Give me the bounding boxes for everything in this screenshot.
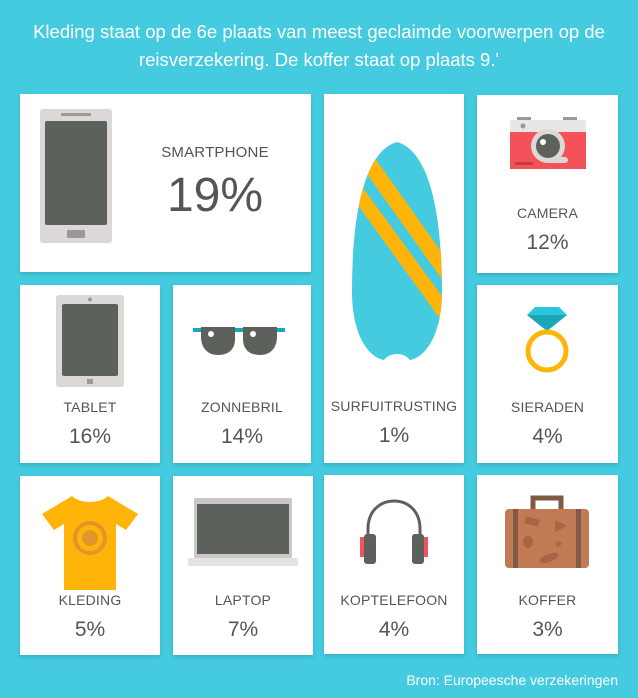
item-percent: 3% — [532, 618, 563, 641]
card-tablet: TABLET 16% — [20, 285, 160, 463]
tshirt-icon — [42, 496, 138, 590]
ring-icon — [525, 307, 569, 373]
item-percent: 5% — [74, 618, 106, 641]
item-percent: 19% — [166, 169, 264, 222]
item-label: SIERADEN — [510, 399, 585, 415]
item-percent: 4% — [532, 425, 563, 448]
item-label: ZONNEBRIL — [201, 399, 283, 415]
item-percent: 14% — [220, 425, 264, 448]
item-percent: 1% — [378, 424, 410, 447]
item-label: KLEDING — [58, 592, 122, 608]
card-surfuitrusting: SURFUITRUSTING 1% — [324, 94, 464, 463]
surfboard-icon — [352, 142, 442, 360]
item-label: CAMERA — [516, 205, 579, 221]
item-percent: 12% — [526, 231, 569, 254]
card-sieraden: SIERADEN 4% — [477, 285, 618, 463]
camera-icon — [510, 117, 586, 169]
card-smartphone: SMARTPHONE 19% — [20, 94, 311, 272]
card-koptelefoon: KOPTELEFOON 4% — [324, 475, 464, 654]
svg-text:★: ★ — [553, 537, 564, 551]
tablet-icon — [56, 295, 124, 387]
card-camera: CAMERA 12% — [477, 95, 618, 273]
sunglasses-icon — [193, 327, 285, 355]
source-credit: Bron: Europeesche verzekeringen — [406, 672, 618, 688]
item-percent: 16% — [68, 425, 112, 448]
smartphone-icon — [40, 109, 112, 243]
item-percent: 7% — [227, 618, 259, 641]
item-percent: 4% — [378, 618, 410, 641]
card-kleding: KLEDING 5% — [20, 476, 160, 655]
card-zonnebril: ZONNEBRIL 14% — [173, 285, 311, 463]
suitcase-icon: ★ — [505, 495, 589, 568]
item-label: KOPTELEFOON — [340, 592, 448, 608]
headphones-icon — [360, 499, 428, 564]
item-label: TABLET — [63, 399, 117, 415]
card-koffer: ★ KOFFER 3% — [477, 475, 618, 654]
infographic-title: Kleding staat op de 6e plaats van meest … — [33, 21, 605, 70]
item-label: LAPTOP — [214, 592, 272, 608]
card-laptop: LAPTOP 7% — [173, 476, 313, 655]
item-label: KOFFER — [518, 592, 577, 608]
item-label: SURFUITRUSTING — [330, 398, 458, 414]
item-label: SMARTPHONE — [161, 144, 269, 161]
laptop-icon — [188, 498, 298, 566]
